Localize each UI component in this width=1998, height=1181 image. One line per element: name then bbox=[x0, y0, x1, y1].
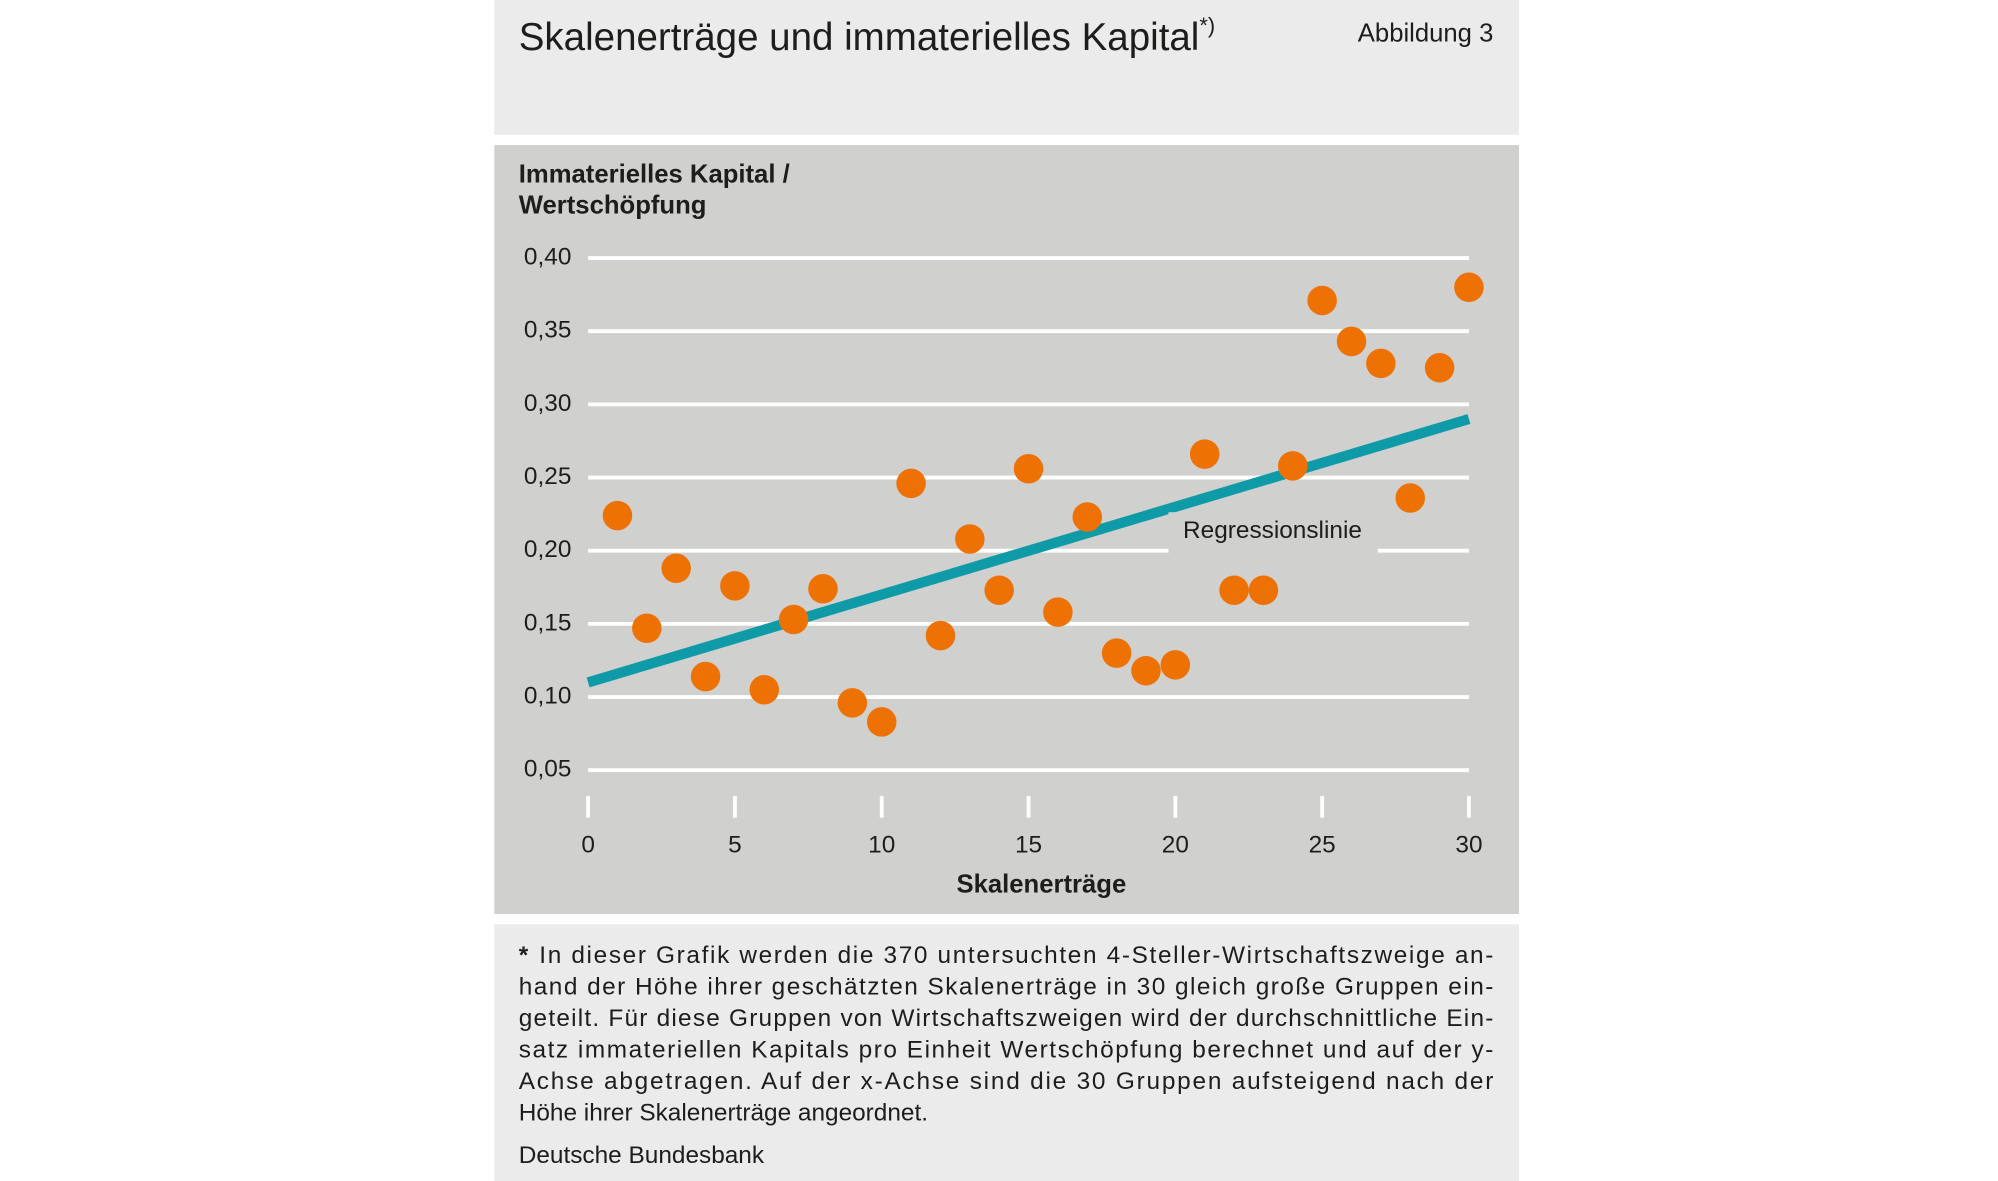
scatter-point bbox=[896, 468, 926, 499]
footnote-line: satz immateriellen Kapitals pro Einheit … bbox=[519, 1037, 1494, 1064]
scatter-point bbox=[1131, 655, 1161, 686]
footnote-line: Achse abgetragen. Auf der x-Achse sind d… bbox=[519, 1068, 1494, 1095]
footnote-line: geteilt. Für diese Gruppen von Wirtschaf… bbox=[519, 1005, 1494, 1032]
x-tick-label: 5 bbox=[728, 831, 742, 858]
chart-title: Skalenerträge und immaterielles Kapital*… bbox=[519, 13, 1215, 59]
footnote-panel bbox=[494, 924, 1520, 1181]
footnote-mark: * bbox=[519, 942, 529, 969]
y-tick-label: 0,20 bbox=[524, 536, 571, 563]
scatter-point bbox=[778, 604, 809, 635]
scatter-point bbox=[1160, 650, 1191, 680]
scatter-point bbox=[1101, 638, 1132, 668]
scatter-point bbox=[749, 674, 780, 705]
scatter-point bbox=[1454, 272, 1484, 303]
y-tick-label: 0,35 bbox=[524, 317, 571, 344]
scatter-point bbox=[1336, 326, 1367, 357]
footnote-line: Höhe ihrer Skalenerträge angeordnet. bbox=[519, 1100, 928, 1127]
scatter-point bbox=[1219, 575, 1249, 605]
y-tick-label: 0,25 bbox=[524, 463, 571, 490]
source: Deutsche Bundesbank bbox=[519, 1142, 765, 1169]
x-tick-label: 30 bbox=[1455, 831, 1482, 858]
scatter-point bbox=[1424, 353, 1455, 383]
y-tick-label: 0,10 bbox=[524, 682, 571, 709]
scatter-point bbox=[1248, 575, 1279, 605]
y-tick-label: 0,15 bbox=[524, 609, 571, 636]
scatter-point bbox=[1366, 348, 1396, 379]
scatter-point bbox=[808, 573, 838, 604]
x-tick-label: 20 bbox=[1162, 831, 1189, 858]
title-panel bbox=[494, 0, 1520, 135]
regression-line bbox=[586, 414, 1471, 688]
x-tick-label: 10 bbox=[868, 831, 895, 858]
title-superscript: *) bbox=[1199, 13, 1215, 38]
x-axis-label: Skalenerträge bbox=[957, 871, 1127, 899]
x-tick-label: 15 bbox=[1015, 831, 1042, 858]
scatter-point bbox=[632, 613, 662, 644]
x-tick-label: 25 bbox=[1309, 831, 1336, 858]
scatter-point bbox=[690, 661, 721, 692]
footnote-line: hand der Höhe ihrer geschätzten Skalener… bbox=[519, 973, 1494, 1000]
scatter-point bbox=[984, 575, 1014, 605]
scatter-point bbox=[1395, 483, 1426, 513]
scatter-point bbox=[1043, 597, 1073, 627]
regression-label: Regressionslinie bbox=[1183, 517, 1362, 544]
y-tick-label: 0,30 bbox=[524, 390, 571, 417]
scatter-point bbox=[1307, 285, 1337, 316]
y-axis-label: Immaterielles Kapital / bbox=[519, 161, 790, 189]
scatter-point bbox=[1189, 439, 1220, 469]
annotation-background bbox=[1168, 512, 1378, 559]
y-axis-label: Wertschöpfung bbox=[519, 191, 707, 219]
scatter-point bbox=[661, 553, 691, 584]
y-tick-label: 0,05 bbox=[524, 756, 571, 783]
scatter-point bbox=[720, 571, 750, 601]
scatter-point bbox=[1278, 451, 1308, 481]
scatter-point bbox=[1013, 453, 1044, 484]
scatter-point bbox=[1072, 502, 1103, 532]
figure-label: Abbildung 3 bbox=[1358, 19, 1494, 47]
scatter-point bbox=[602, 500, 633, 531]
scatter-point bbox=[837, 688, 868, 718]
y-tick-label: 0,40 bbox=[524, 243, 571, 270]
footnote-line: In dieser Grafik werden die 370 untersuc… bbox=[539, 942, 1493, 969]
title-text: Skalenerträge und immaterielles Kapital bbox=[519, 16, 1200, 59]
x-tick-label: 0 bbox=[581, 831, 595, 858]
scatter-point bbox=[925, 620, 956, 651]
scatter-point bbox=[866, 707, 897, 737]
scatter-point bbox=[955, 524, 985, 554]
